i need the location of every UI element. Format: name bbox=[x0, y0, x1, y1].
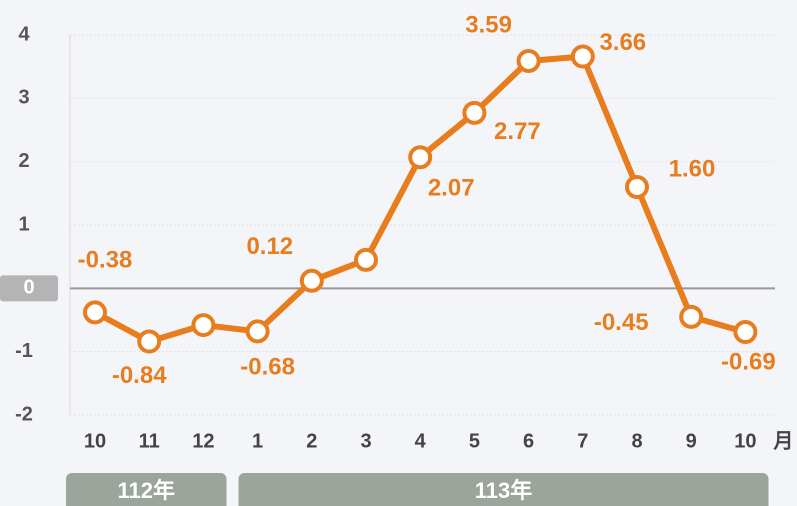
x-tick-label: 2 bbox=[306, 430, 317, 452]
x-tick-label: 10 bbox=[84, 430, 106, 452]
point bbox=[516, 48, 541, 73]
x-unit: 月 bbox=[772, 430, 793, 452]
y-tick-label: 4 bbox=[18, 23, 30, 45]
value-label: 3.66 bbox=[599, 29, 646, 56]
value-label: 3.59 bbox=[465, 11, 512, 38]
point bbox=[462, 100, 487, 125]
value-label: 2.07 bbox=[428, 175, 475, 202]
value-label: -0.45 bbox=[594, 309, 649, 336]
x-tick-label: 4 bbox=[415, 430, 427, 452]
x-tick-label: 8 bbox=[631, 430, 642, 452]
y-tick-label: -2 bbox=[15, 403, 33, 425]
year-label: 113年 bbox=[475, 478, 533, 503]
value-label: -0.84 bbox=[112, 362, 167, 389]
x-tick-label: 12 bbox=[192, 430, 214, 452]
point bbox=[83, 300, 107, 325]
point bbox=[679, 304, 704, 329]
y-tick-label: -1 bbox=[15, 340, 33, 362]
year-bar bbox=[66, 473, 227, 506]
point bbox=[245, 319, 270, 344]
x-tick-label: 5 bbox=[469, 430, 480, 452]
series-line bbox=[93, 53, 747, 345]
x-tick-label: 3 bbox=[360, 430, 371, 452]
value-label: -0.38 bbox=[78, 247, 133, 274]
point bbox=[137, 329, 162, 354]
x-tick-label: 11 bbox=[139, 430, 160, 452]
point bbox=[733, 320, 758, 345]
x-tick-label: 1 bbox=[252, 430, 263, 452]
point bbox=[408, 145, 433, 170]
x-tick-label: 6 bbox=[523, 430, 534, 452]
value-label: -0.69 bbox=[721, 348, 776, 375]
x-tick-label: 10 bbox=[734, 430, 756, 452]
value-label: 0.12 bbox=[246, 233, 293, 260]
point bbox=[299, 268, 324, 293]
year-label: 112年 bbox=[118, 478, 176, 503]
x-tick-label: 7 bbox=[577, 430, 588, 452]
y-tick-label: 0 bbox=[23, 277, 34, 299]
value-label: 2.77 bbox=[494, 118, 541, 145]
point bbox=[625, 175, 649, 199]
year-bar bbox=[238, 473, 769, 506]
x-tick-label: 9 bbox=[686, 430, 697, 452]
zero-label-box bbox=[0, 275, 58, 302]
y-tick-label: 1 bbox=[18, 213, 29, 235]
point bbox=[191, 313, 216, 338]
y-tick-label: 3 bbox=[18, 87, 29, 109]
y-tick-label: 2 bbox=[18, 150, 29, 172]
point bbox=[570, 44, 595, 69]
value-label: -0.68 bbox=[240, 354, 295, 381]
point bbox=[354, 247, 378, 272]
value-label: 1.60 bbox=[669, 155, 716, 182]
